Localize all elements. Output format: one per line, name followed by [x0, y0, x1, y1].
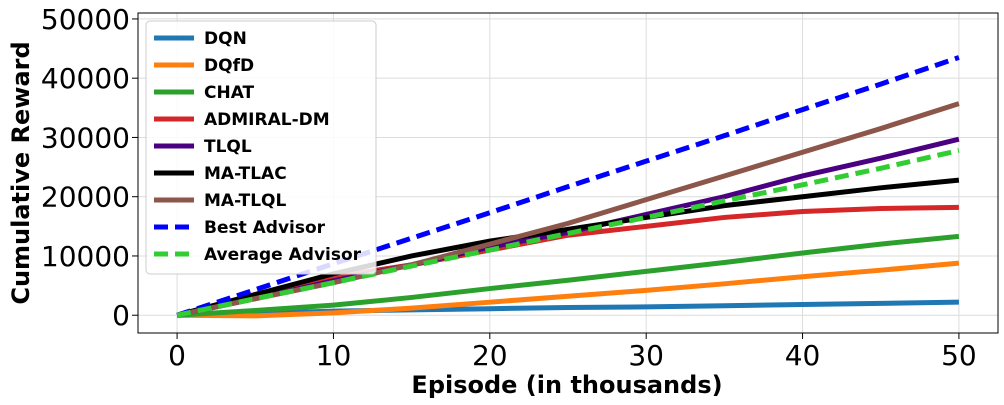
y-tick-label: 10000 — [41, 240, 130, 273]
legend-label: DQN — [204, 29, 247, 49]
legend-label: DQfD — [204, 56, 254, 76]
x-tick-label: 50 — [941, 339, 977, 372]
x-tick-label: 20 — [472, 339, 508, 372]
series-line — [176, 233, 960, 318]
legend-label: CHAT — [204, 83, 255, 103]
series-line — [176, 148, 960, 318]
x-tick-label: 10 — [316, 339, 352, 372]
series-line — [176, 177, 960, 318]
y-tick-label: 50000 — [41, 3, 130, 36]
plot-frame — [137, 12, 999, 334]
y-tick-label: 0 — [112, 299, 130, 332]
x-axis-label: Episode (in thousands) — [411, 371, 722, 399]
series-line — [177, 260, 960, 319]
y-tick-label: 20000 — [41, 181, 130, 214]
y-tick-label: 40000 — [41, 62, 130, 95]
legend-label: TLQL — [204, 137, 252, 157]
x-tick-label: 30 — [628, 339, 664, 372]
legend-label: MA-TLAC — [204, 164, 287, 184]
x-tick-label: 40 — [785, 339, 821, 372]
legend-label: MA-TLQL — [204, 191, 287, 211]
y-axis-label: Cumulative Reward — [7, 41, 35, 304]
legend: DQN DQfD CHAT ADMIRAL-DM TLQL MA-TLAC MA-TLQL B… — [145, 20, 377, 275]
legend-label: Average Advisor — [204, 245, 362, 265]
x-tick-label: 0 — [168, 339, 186, 372]
legend-box — [145, 20, 377, 275]
legend-label: ADMIRAL-DM — [204, 110, 330, 130]
y-tick-label: 30000 — [41, 121, 130, 154]
legend-label: Best Advisor — [204, 218, 326, 238]
